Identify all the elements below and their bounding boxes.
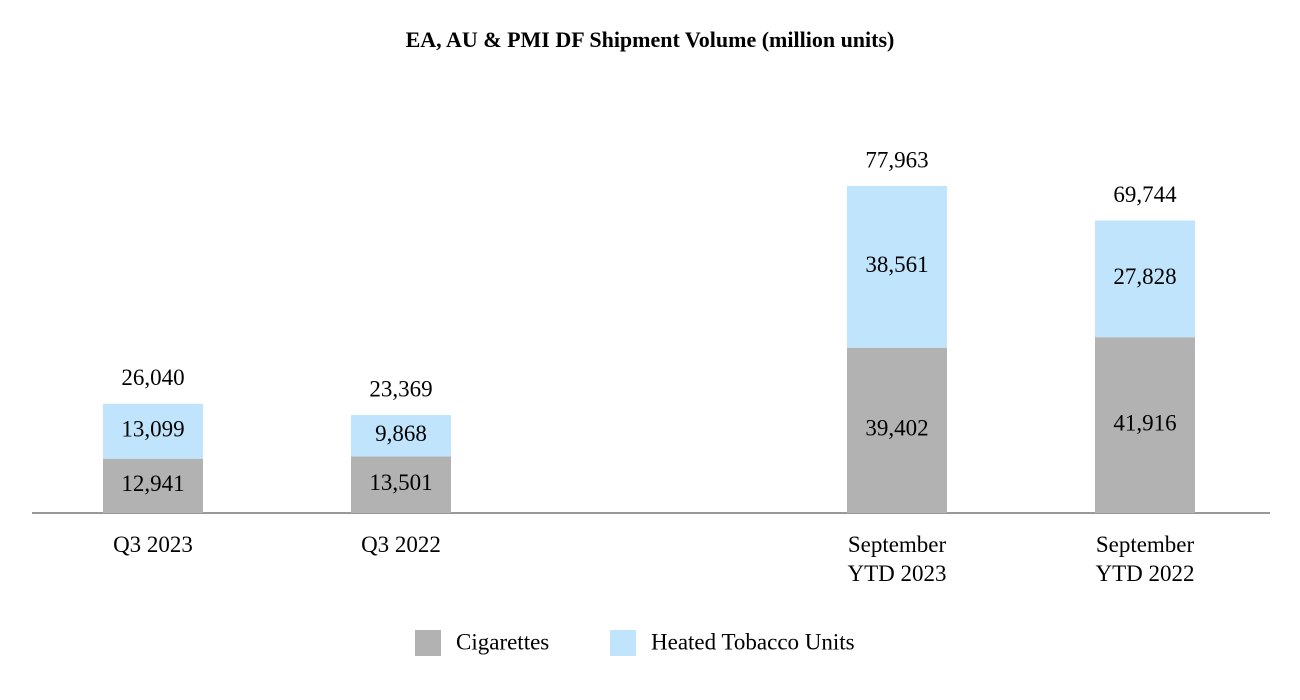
total-label: 77,963 — [865, 147, 928, 172]
value-label: 38,561 — [865, 252, 928, 277]
bar-segment — [847, 186, 947, 348]
x-tick-label: Q3 2023 — [113, 532, 193, 557]
legend-label: Heated Tobacco Units — [651, 629, 855, 654]
total-label: 26,040 — [121, 365, 184, 390]
value-label: 27,828 — [1113, 264, 1176, 289]
value-label: 13,099 — [121, 417, 184, 442]
legend-swatch — [610, 630, 636, 656]
total-label: 23,369 — [369, 376, 432, 401]
bar-segment — [1095, 220, 1195, 338]
x-tick-label: Q3 2022 — [361, 532, 441, 557]
legend-label: Cigarettes — [456, 629, 549, 654]
value-label: 9,868 — [375, 421, 427, 446]
legend-swatch — [415, 630, 441, 656]
value-label: 13,501 — [369, 470, 432, 495]
total-label: 69,744 — [1113, 182, 1177, 207]
bar-segment — [1095, 337, 1195, 513]
value-label: 12,941 — [121, 471, 184, 496]
chart-title: EA, AU & PMI DF Shipment Volume (million… — [406, 27, 895, 52]
bar-segment — [351, 414, 451, 457]
value-label: 39,402 — [865, 416, 928, 441]
bar-segment — [847, 347, 947, 513]
x-tick-label: September YTD 2022 — [1095, 532, 1195, 586]
bar-segment — [351, 456, 451, 513]
value-label: 41,916 — [1113, 410, 1176, 435]
x-tick-label: September YTD 2023 — [847, 532, 947, 586]
bar-segment — [103, 403, 203, 459]
bar-segment — [103, 458, 203, 513]
